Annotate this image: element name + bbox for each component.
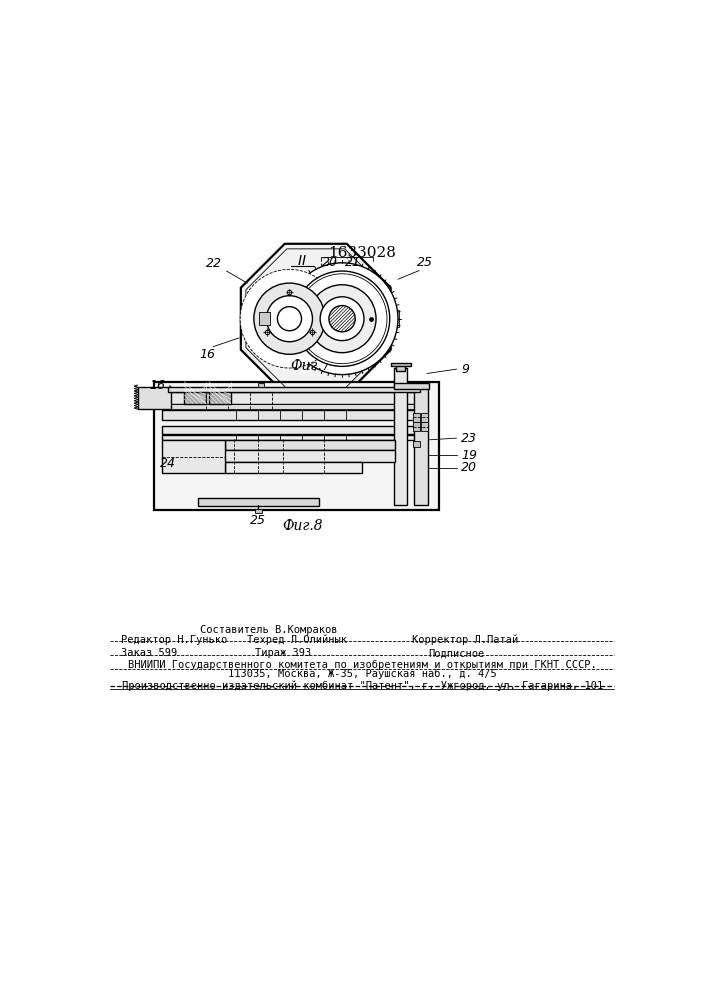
Text: Корректор Л.Патай: Корректор Л.Патай bbox=[411, 634, 518, 645]
Circle shape bbox=[320, 297, 364, 341]
Circle shape bbox=[294, 271, 390, 366]
Bar bbox=[154, 382, 439, 510]
Bar bbox=[185, 389, 206, 404]
Bar bbox=[209, 389, 230, 404]
Bar bbox=[168, 387, 420, 392]
Text: Производственно-издательский комбинат "Патент", г. Ужгород, ул. Гагарина, 101: Производственно-издательский комбинат "П… bbox=[122, 681, 603, 691]
Circle shape bbox=[277, 307, 301, 331]
Text: 20: 20 bbox=[461, 461, 477, 474]
Text: Фиг.8: Фиг.8 bbox=[282, 519, 322, 533]
Text: 16: 16 bbox=[149, 379, 165, 392]
Circle shape bbox=[240, 269, 339, 368]
Bar bbox=[163, 440, 226, 473]
Text: Техред Л.Олийнык: Техред Л.Олийнык bbox=[247, 634, 347, 645]
Bar bbox=[414, 382, 428, 505]
Text: Подписное: Подписное bbox=[428, 648, 484, 658]
Bar bbox=[387, 310, 399, 327]
Text: 16: 16 bbox=[200, 348, 216, 361]
Text: 24: 24 bbox=[160, 457, 176, 470]
Bar bbox=[414, 413, 420, 422]
Text: 25: 25 bbox=[417, 256, 433, 269]
Bar bbox=[259, 312, 270, 325]
Circle shape bbox=[286, 263, 398, 375]
Bar bbox=[421, 422, 428, 431]
Bar bbox=[414, 422, 420, 431]
Text: Редактор Н.Гунько: Редактор Н.Гунько bbox=[122, 635, 228, 645]
Text: 22: 22 bbox=[206, 257, 223, 270]
Bar bbox=[138, 387, 170, 409]
Circle shape bbox=[267, 296, 312, 342]
Text: 19: 19 bbox=[461, 449, 477, 462]
Polygon shape bbox=[329, 306, 355, 332]
Text: 1633028: 1633028 bbox=[328, 246, 397, 260]
Bar bbox=[394, 368, 407, 505]
Bar bbox=[421, 413, 428, 422]
Text: Заказ 599: Заказ 599 bbox=[122, 648, 177, 658]
Bar bbox=[168, 404, 420, 409]
Bar bbox=[414, 441, 420, 447]
Bar bbox=[163, 426, 417, 434]
Polygon shape bbox=[241, 244, 391, 394]
Text: ВНИИПИ Государственного комитета по изобретениям и открытиям при ГКНТ СССР.: ВНИИПИ Государственного комитета по изоб… bbox=[128, 660, 597, 670]
Bar bbox=[209, 450, 395, 462]
Text: 21: 21 bbox=[344, 256, 361, 269]
Bar bbox=[163, 435, 417, 440]
Text: Фиг.7: Фиг.7 bbox=[290, 359, 331, 373]
Text: Тираж 393: Тираж 393 bbox=[255, 648, 311, 658]
Text: 23: 23 bbox=[461, 432, 477, 445]
Text: $\mathit{II}$: $\mathit{II}$ bbox=[297, 254, 307, 268]
Text: 20: 20 bbox=[322, 256, 337, 269]
Bar bbox=[391, 363, 411, 366]
Bar bbox=[397, 365, 405, 371]
Text: 113035, Москва, Ж-35, Раушская наб., д. 4/5: 113035, Москва, Ж-35, Раушская наб., д. … bbox=[228, 669, 497, 679]
Bar bbox=[255, 509, 262, 513]
Circle shape bbox=[308, 285, 376, 353]
Bar bbox=[163, 410, 417, 420]
Bar bbox=[168, 392, 420, 404]
Bar bbox=[198, 498, 319, 506]
Bar bbox=[394, 383, 428, 389]
Text: 9: 9 bbox=[461, 363, 469, 376]
Text: Составитель В.Комраков: Составитель В.Комраков bbox=[201, 625, 338, 635]
Text: 25: 25 bbox=[250, 514, 267, 527]
Bar bbox=[258, 383, 264, 387]
Bar bbox=[226, 462, 363, 473]
Bar bbox=[226, 440, 395, 450]
Circle shape bbox=[254, 283, 325, 354]
